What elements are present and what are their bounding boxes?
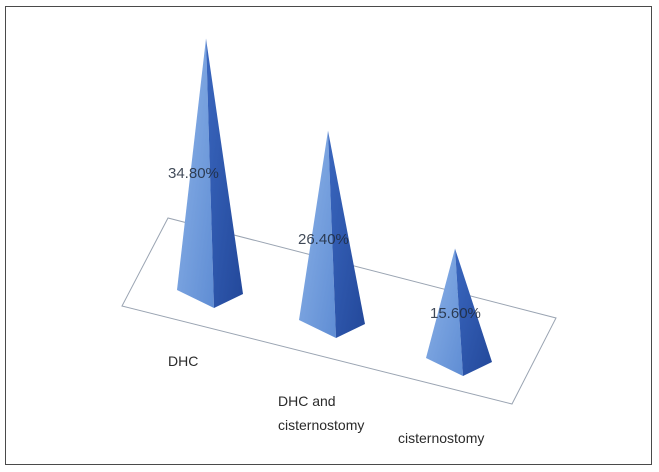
value-labels: 34.80% 26.40% 15.60% xyxy=(168,165,481,322)
category-label-line: DHC xyxy=(168,353,198,369)
category-label-1: DHC xyxy=(168,353,198,369)
pyramid-face-dark xyxy=(328,130,365,338)
category-label-line: DHC and xyxy=(278,393,336,409)
category-label-line: cisternostomy xyxy=(278,417,364,433)
category-label-line: cisternostomy xyxy=(398,430,484,446)
pyramid-face-light xyxy=(299,130,336,338)
pyramid-face-dark xyxy=(206,38,243,308)
chart-floor xyxy=(121,217,557,405)
pyramid-face-light xyxy=(426,248,463,376)
pyramid-2 xyxy=(299,130,365,338)
pyramid-face-dark xyxy=(455,248,492,376)
pyramid-series xyxy=(177,38,492,376)
category-label-2: DHC and cisternostomy xyxy=(278,393,364,433)
pyramid-1 xyxy=(177,38,243,308)
category-labels: DHC DHC and cisternostomy cisternostomy xyxy=(168,353,484,446)
data-label-2: 26.40% xyxy=(298,231,349,248)
category-label-3: cisternostomy xyxy=(398,430,484,446)
data-label-1: 34.80% xyxy=(168,165,219,182)
pyramid-3 xyxy=(426,248,492,376)
data-label-3: 15.60% xyxy=(430,305,481,322)
pyramid-face-light xyxy=(177,38,214,308)
